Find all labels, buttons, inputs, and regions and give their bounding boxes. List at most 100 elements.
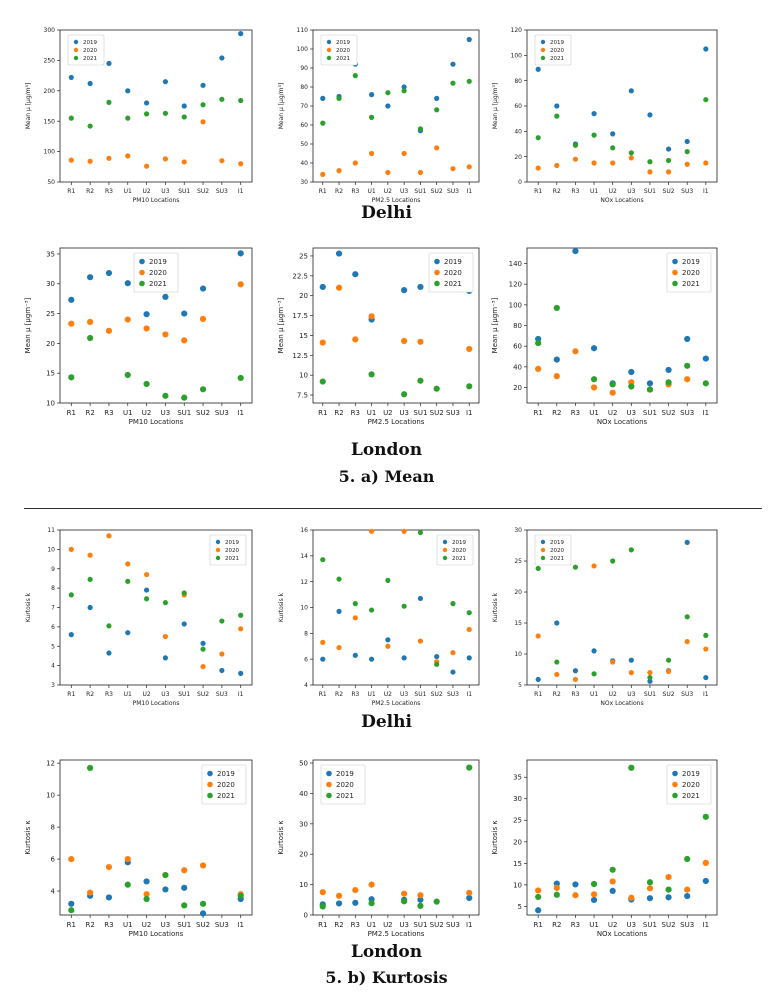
data-point xyxy=(385,643,391,649)
x-tick-label: I1 xyxy=(466,921,473,929)
data-point xyxy=(628,764,635,771)
data-point xyxy=(143,895,150,903)
x-tick-label: U2 xyxy=(609,691,617,698)
y-tick-label: 17.5 xyxy=(292,312,308,320)
data-point xyxy=(385,103,391,109)
data-point xyxy=(684,886,691,893)
legend-marker xyxy=(434,258,440,265)
legend-marker xyxy=(672,280,678,287)
x-tick-label: SU1 xyxy=(644,691,656,698)
x-axis-label: PM2.5 Locations xyxy=(372,197,421,204)
x-tick-label: U2 xyxy=(142,921,152,929)
x-tick-label: SU2 xyxy=(663,188,675,195)
y-tick-label: 35 xyxy=(46,250,55,258)
data-point xyxy=(368,313,375,320)
data-point xyxy=(219,618,225,624)
x-tick-label: R2 xyxy=(334,921,343,929)
x-tick-label: SU3 xyxy=(680,921,694,929)
data-point xyxy=(105,863,113,871)
london-mean-caption: London xyxy=(350,440,423,460)
x-axis-label: PM10 Locations xyxy=(129,418,184,426)
x-tick-label: U3 xyxy=(161,691,169,698)
plot-frame xyxy=(59,247,253,404)
data-point xyxy=(87,889,94,896)
data-point xyxy=(401,88,407,94)
data-point xyxy=(319,903,326,910)
x-tick-label: R1 xyxy=(534,921,543,929)
legend-marker xyxy=(326,55,332,61)
data-point xyxy=(352,73,358,79)
y-tick-label: 35 xyxy=(513,774,522,782)
data-point xyxy=(87,576,93,583)
data-point xyxy=(336,576,342,582)
data-point xyxy=(535,907,542,914)
legend-label: 2021 xyxy=(452,556,466,562)
legend-frame xyxy=(320,764,366,805)
x-tick-label: U1 xyxy=(124,188,132,195)
data-point xyxy=(162,110,169,116)
data-point xyxy=(368,656,375,662)
data-point xyxy=(320,557,326,563)
x-tick-label: R2 xyxy=(334,409,343,417)
legend-marker xyxy=(540,39,546,45)
x-tick-label: SU2 xyxy=(431,691,443,698)
x-tick-label: U1 xyxy=(589,409,599,417)
chart-london-mean-pm10: 10 15 20 25 30 35 R1 R2 R3 U1 U2 U3 SU1 SU2 SU3 I1 PM10 … xyxy=(24,247,253,426)
x-tick-label: R3 xyxy=(104,409,113,417)
y-tick-label: 10 xyxy=(46,792,55,800)
legend-label: 2019 xyxy=(225,540,239,546)
y-tick-label: 150 xyxy=(44,118,56,125)
data-point xyxy=(647,670,653,676)
x-tick-label: R1 xyxy=(67,409,76,417)
data-point xyxy=(417,283,424,291)
chart-delhi-kurt-nox: 5 10 15 20 25 30 R1 R2 R3 U1 U2 U3 SU1 SU2 SU3 I1 NOx Lo… xyxy=(492,527,718,707)
data-point xyxy=(684,149,690,155)
legend: 2019 2020 2021 xyxy=(534,534,572,566)
data-point xyxy=(319,339,326,346)
y-tick-label: 10 xyxy=(299,881,308,889)
data-point xyxy=(237,892,244,899)
legend-label: 2020 xyxy=(217,781,235,789)
x-tick-label: SU1 xyxy=(644,188,656,195)
legend-marker xyxy=(326,781,332,788)
plot-frame xyxy=(59,759,253,916)
data-point xyxy=(702,355,709,362)
data-point xyxy=(535,135,541,141)
kurtosis-panel-caption: 5. b) Kurtosis xyxy=(325,968,448,987)
data-point xyxy=(238,161,244,167)
legend-marker xyxy=(442,547,448,553)
legend-marker xyxy=(207,781,213,788)
x-tick-label: R3 xyxy=(351,691,359,698)
y-tick-label: 10 xyxy=(46,399,55,407)
legend-label: 2019 xyxy=(550,40,564,46)
data-point xyxy=(684,376,691,383)
x-tick-label: U1 xyxy=(590,691,598,698)
data-point xyxy=(335,250,343,257)
data-point xyxy=(368,528,375,534)
data-point xyxy=(590,376,598,383)
data-point xyxy=(665,657,672,663)
data-point xyxy=(553,373,560,380)
data-point xyxy=(181,310,188,317)
y-tick-label: 12 xyxy=(300,579,308,586)
y-tick-label: 30 xyxy=(299,820,308,828)
data-point xyxy=(684,362,691,369)
data-point xyxy=(702,859,709,867)
data-point xyxy=(319,283,326,291)
x-tick-label: R2 xyxy=(86,188,94,195)
x-tick-label: U2 xyxy=(383,921,393,929)
x-axis-label: PM2.5 Locations xyxy=(372,700,421,707)
data-point xyxy=(200,663,206,670)
legend-marker xyxy=(73,39,79,45)
data-point xyxy=(162,293,169,300)
x-tick-label: R3 xyxy=(104,921,113,929)
data-point xyxy=(181,159,187,165)
x-tick-label: I1 xyxy=(703,691,709,698)
legend-label: 2019 xyxy=(452,540,466,546)
data-point xyxy=(591,563,597,569)
data-point xyxy=(466,383,473,390)
data-point xyxy=(68,296,75,303)
y-tick-label: 90 xyxy=(300,65,308,72)
legend-marker xyxy=(442,555,448,561)
data-point xyxy=(628,155,634,161)
